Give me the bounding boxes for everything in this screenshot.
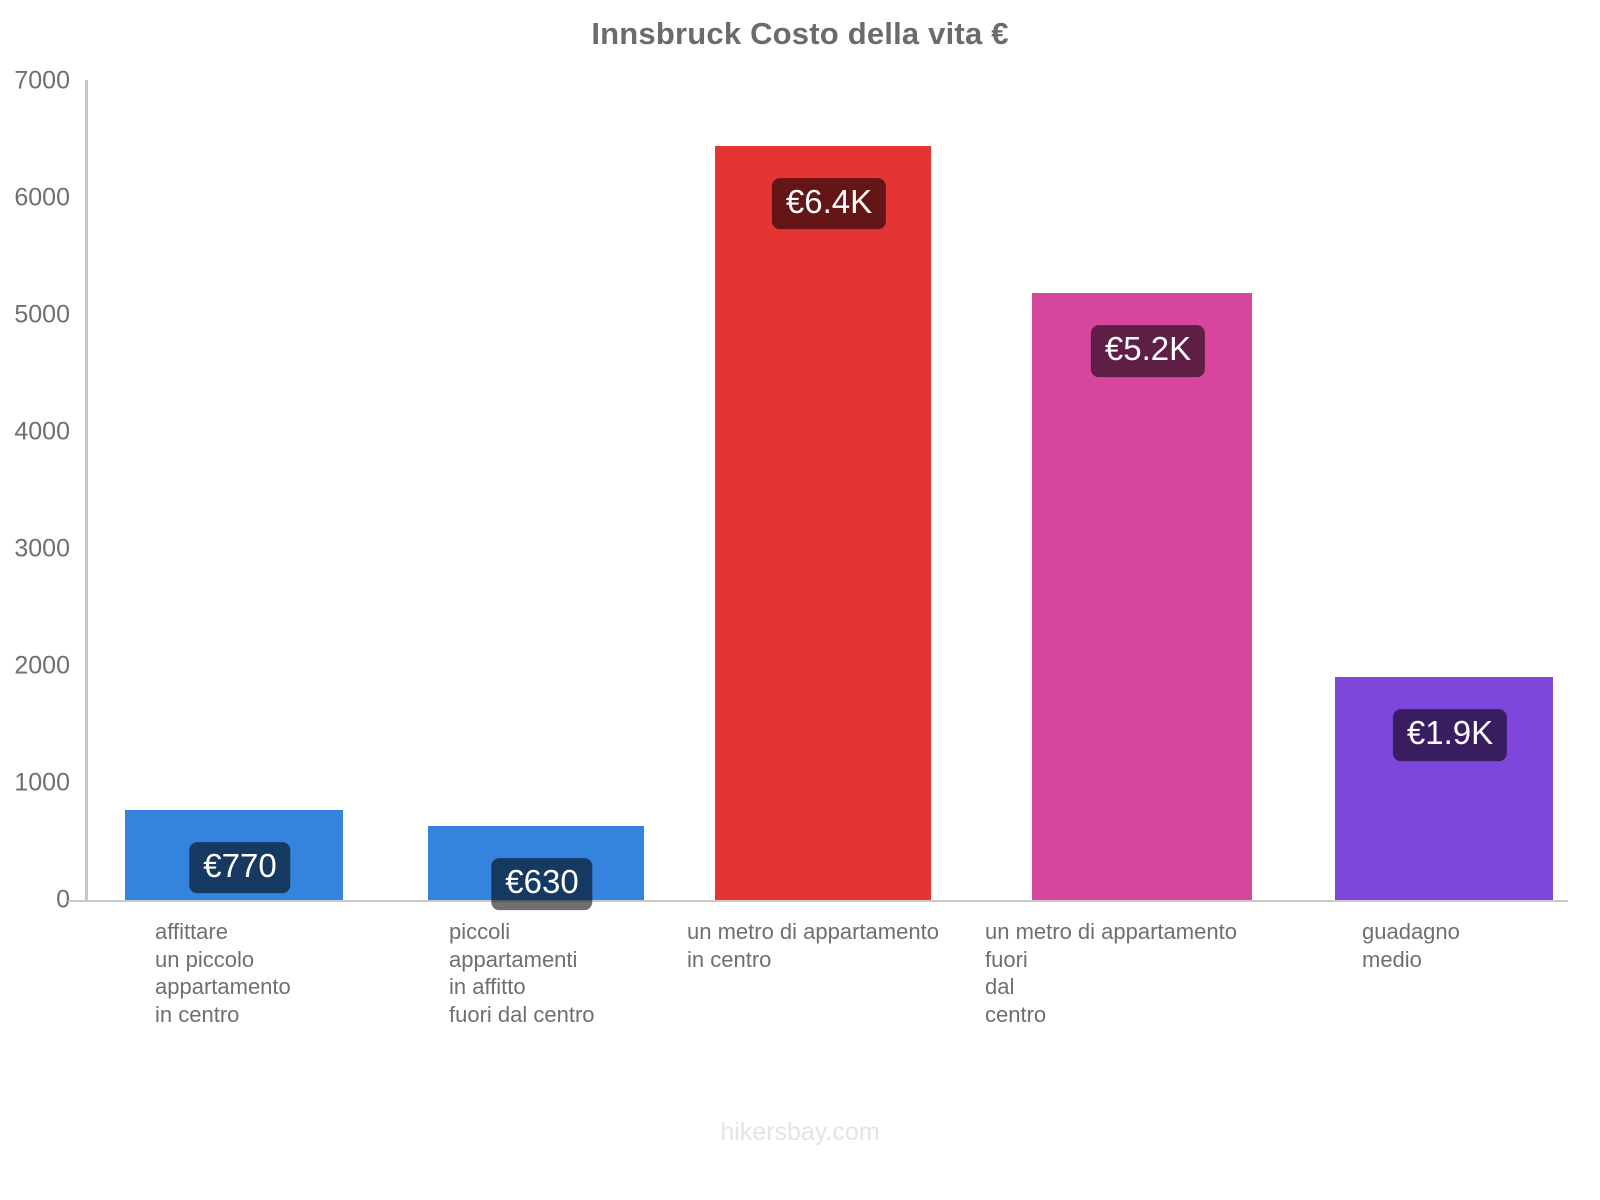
x-axis-label-2: un metro di appartamento in centro xyxy=(687,919,939,972)
bar-value-label-1: €630 xyxy=(491,858,593,911)
y-axis-tick-1000: 1000 xyxy=(14,768,70,797)
x-axis-label-4: guadagno medio xyxy=(1362,919,1460,972)
chart-title: Innsbruck Costo della vita € xyxy=(591,16,1009,51)
y-axis-line xyxy=(85,80,88,902)
y-axis-tick-6000: 6000 xyxy=(14,183,70,212)
bar-un-metro-di-appartamento-fuori-dal-centro[interactable] xyxy=(1032,293,1252,900)
y-axis-tick-0: 0 xyxy=(56,885,70,914)
bar-value-label-2: €6.4K xyxy=(771,177,887,230)
y-axis-tick-4000: 4000 xyxy=(14,417,70,446)
x-axis-label-0: affittare un piccolo appartamento in cen… xyxy=(155,919,291,1027)
x-axis-label-3: un metro di appartamento fuori dal centr… xyxy=(985,919,1237,1027)
footer-credit: hikersbay.com xyxy=(720,1118,880,1146)
x-axis-line xyxy=(68,900,1568,902)
y-axis-tick-3000: 3000 xyxy=(14,534,70,563)
y-axis-tick-5000: 5000 xyxy=(14,300,70,329)
x-axis-label-1: piccoli appartamenti in affitto fuori da… xyxy=(449,919,595,1027)
bar-value-label-3: €5.2K xyxy=(1090,325,1206,378)
bar-un-metro-di-appartamento-in-centro[interactable] xyxy=(715,145,931,900)
y-axis-tick-7000: 7000 xyxy=(14,66,70,95)
bar-value-label-0: €770 xyxy=(189,841,291,894)
y-axis-tick-2000: 2000 xyxy=(14,651,70,680)
bar-value-label-4: €1.9K xyxy=(1392,709,1508,762)
